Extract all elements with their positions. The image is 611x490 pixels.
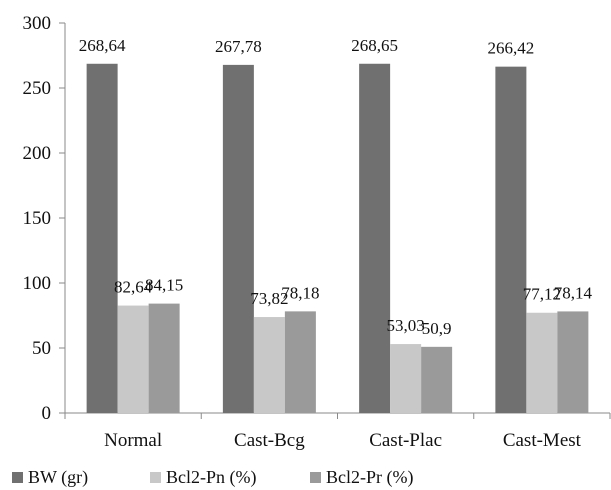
data-label: 77,12 — [523, 285, 561, 304]
legend-swatch — [12, 472, 23, 483]
bar-cast-mest-series-0 — [495, 66, 527, 414]
chart-bars — [86, 63, 589, 414]
x-category-label: Cast-Bcg — [234, 430, 305, 451]
data-label: 78,14 — [554, 283, 593, 302]
bar-cast-plac-series-2 — [421, 346, 453, 413]
bar-cast-mest-series-1 — [526, 312, 558, 413]
bar-cast-bcg-series-2 — [284, 311, 316, 413]
bar-normal-series-0 — [86, 63, 118, 413]
y-tick-label: 200 — [23, 143, 52, 164]
data-label: 268,65 — [351, 36, 398, 55]
bar-normal-series-1 — [117, 305, 149, 413]
legend-label: BW (gr) — [28, 467, 88, 488]
y-tick-label: 150 — [23, 208, 52, 229]
data-label: 78,18 — [281, 283, 319, 302]
bar-normal-series-2 — [148, 303, 180, 413]
data-label: 53,03 — [387, 316, 425, 335]
y-tick-label: 0 — [42, 403, 52, 424]
bar-cast-bcg-series-1 — [253, 317, 285, 413]
bar-cast-plac-series-1 — [390, 344, 422, 413]
x-category-label: Cast-Mest — [503, 430, 582, 451]
bar-cast-plac-series-0 — [359, 63, 391, 413]
bar-cast-mest-series-2 — [557, 311, 589, 413]
data-label: 268,64 — [79, 36, 126, 55]
x-category-label: Normal — [104, 430, 162, 451]
bar-cast-bcg-series-0 — [222, 64, 254, 414]
x-axis-categories: Normal Cast-Bcg Cast-Plac Cast-Mest — [104, 430, 582, 451]
y-tick-label: 300 — [23, 13, 52, 34]
data-label: 266,42 — [488, 39, 535, 58]
data-label: 73,82 — [250, 289, 288, 308]
legend-label: Bcl2-Pn (%) — [166, 467, 256, 488]
x-category-label: Cast-Plac — [369, 430, 442, 451]
legend-label: Bcl2-Pr (%) — [326, 467, 413, 488]
legend-swatch — [150, 472, 161, 483]
legend-swatch — [310, 472, 321, 483]
y-tick-label: 250 — [23, 78, 52, 99]
chart-legend: BW (gr) Bcl2-Pn (%) Bcl2-Pr (%) — [12, 467, 413, 488]
y-tick-label: 50 — [32, 338, 51, 359]
y-axis-ticks: 0 50 100 150 200 250 300 — [23, 13, 611, 424]
y-tick-label: 100 — [23, 273, 52, 294]
data-label: 82,64 — [114, 278, 153, 297]
data-label: 267,78 — [215, 37, 262, 56]
data-label: 84,15 — [145, 276, 183, 295]
data-label: 50,9 — [422, 319, 452, 338]
